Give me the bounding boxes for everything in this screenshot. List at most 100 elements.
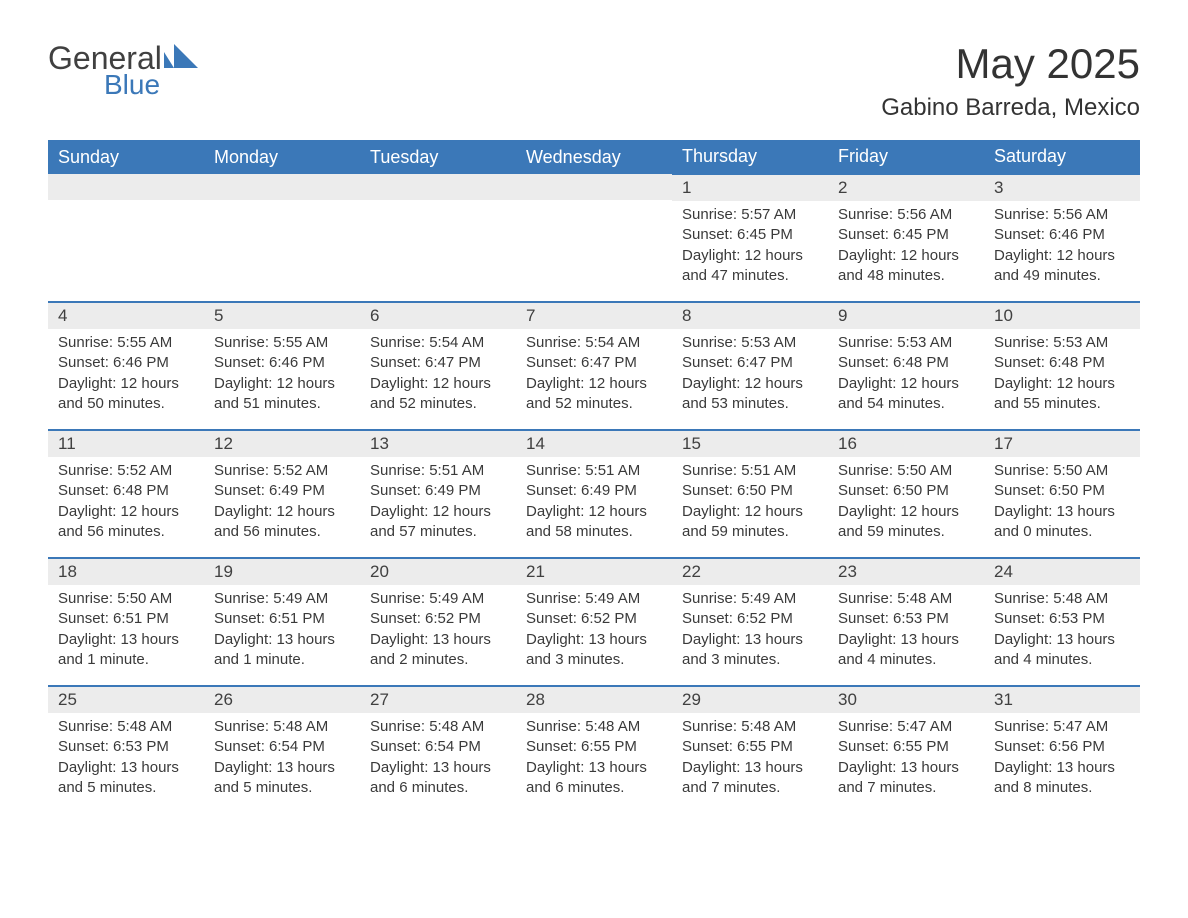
blank-daynum xyxy=(516,174,672,200)
day-number: 19 xyxy=(204,559,360,585)
daylight-text-2: and 7 minutes. xyxy=(838,778,974,798)
month-title: May 2025 xyxy=(881,40,1140,88)
title-block: May 2025 Gabino Barreda, Mexico xyxy=(881,40,1140,122)
day-number: 20 xyxy=(360,559,516,585)
day-body: Sunrise: 5:52 AMSunset: 6:48 PMDaylight:… xyxy=(48,457,204,546)
daylight-text-1: Daylight: 13 hours xyxy=(370,630,506,650)
sunrise-text: Sunrise: 5:47 AM xyxy=(994,717,1130,737)
sunset-text: Sunset: 6:46 PM xyxy=(994,225,1130,245)
day-body: Sunrise: 5:50 AMSunset: 6:50 PMDaylight:… xyxy=(828,457,984,546)
sunset-text: Sunset: 6:51 PM xyxy=(58,609,194,629)
sunset-text: Sunset: 6:52 PM xyxy=(526,609,662,629)
day-number: 16 xyxy=(828,431,984,457)
calendar-day-cell: 24Sunrise: 5:48 AMSunset: 6:53 PMDayligh… xyxy=(984,558,1140,686)
day-body: Sunrise: 5:55 AMSunset: 6:46 PMDaylight:… xyxy=(48,329,204,418)
daylight-text-2: and 47 minutes. xyxy=(682,266,818,286)
calendar-week: 1Sunrise: 5:57 AMSunset: 6:45 PMDaylight… xyxy=(48,174,1140,302)
day-body: Sunrise: 5:51 AMSunset: 6:49 PMDaylight:… xyxy=(360,457,516,546)
day-body: Sunrise: 5:49 AMSunset: 6:51 PMDaylight:… xyxy=(204,585,360,674)
day-header: Saturday xyxy=(984,140,1140,174)
day-number: 30 xyxy=(828,687,984,713)
day-number: 6 xyxy=(360,303,516,329)
daylight-text-2: and 8 minutes. xyxy=(994,778,1130,798)
day-body: Sunrise: 5:54 AMSunset: 6:47 PMDaylight:… xyxy=(360,329,516,418)
sunrise-text: Sunrise: 5:53 AM xyxy=(994,333,1130,353)
calendar-day-cell: 12Sunrise: 5:52 AMSunset: 6:49 PMDayligh… xyxy=(204,430,360,558)
logo: General Blue xyxy=(48,40,198,101)
daylight-text-2: and 4 minutes. xyxy=(838,650,974,670)
day-number: 15 xyxy=(672,431,828,457)
sunset-text: Sunset: 6:54 PM xyxy=(214,737,350,757)
sunrise-text: Sunrise: 5:57 AM xyxy=(682,205,818,225)
day-body: Sunrise: 5:52 AMSunset: 6:49 PMDaylight:… xyxy=(204,457,360,546)
sunrise-text: Sunrise: 5:55 AM xyxy=(214,333,350,353)
daylight-text-1: Daylight: 12 hours xyxy=(838,374,974,394)
day-body: Sunrise: 5:53 AMSunset: 6:48 PMDaylight:… xyxy=(984,329,1140,418)
daylight-text-1: Daylight: 12 hours xyxy=(682,246,818,266)
calendar-day-cell: 31Sunrise: 5:47 AMSunset: 6:56 PMDayligh… xyxy=(984,686,1140,814)
day-number: 25 xyxy=(48,687,204,713)
daylight-text-2: and 54 minutes. xyxy=(838,394,974,414)
day-body: Sunrise: 5:54 AMSunset: 6:47 PMDaylight:… xyxy=(516,329,672,418)
day-body: Sunrise: 5:48 AMSunset: 6:53 PMDaylight:… xyxy=(984,585,1140,674)
daylight-text-1: Daylight: 13 hours xyxy=(58,758,194,778)
sunrise-text: Sunrise: 5:51 AM xyxy=(370,461,506,481)
calendar-day-cell: 22Sunrise: 5:49 AMSunset: 6:52 PMDayligh… xyxy=(672,558,828,686)
day-body: Sunrise: 5:49 AMSunset: 6:52 PMDaylight:… xyxy=(516,585,672,674)
blank-daynum xyxy=(360,174,516,200)
day-number: 18 xyxy=(48,559,204,585)
sunset-text: Sunset: 6:47 PM xyxy=(682,353,818,373)
sunrise-text: Sunrise: 5:49 AM xyxy=(370,589,506,609)
calendar-day-cell: 30Sunrise: 5:47 AMSunset: 6:55 PMDayligh… xyxy=(828,686,984,814)
sunrise-text: Sunrise: 5:53 AM xyxy=(682,333,818,353)
sunrise-text: Sunrise: 5:48 AM xyxy=(370,717,506,737)
sunset-text: Sunset: 6:53 PM xyxy=(838,609,974,629)
sunset-text: Sunset: 6:54 PM xyxy=(370,737,506,757)
calendar-body: 1Sunrise: 5:57 AMSunset: 6:45 PMDaylight… xyxy=(48,174,1140,814)
daylight-text-2: and 56 minutes. xyxy=(214,522,350,542)
blank-daynum xyxy=(48,174,204,200)
calendar-day-cell: 8Sunrise: 5:53 AMSunset: 6:47 PMDaylight… xyxy=(672,302,828,430)
sunset-text: Sunset: 6:48 PM xyxy=(838,353,974,373)
sunset-text: Sunset: 6:49 PM xyxy=(214,481,350,501)
daylight-text-2: and 57 minutes. xyxy=(370,522,506,542)
daylight-text-2: and 1 minute. xyxy=(58,650,194,670)
day-header: Tuesday xyxy=(360,140,516,174)
sunrise-text: Sunrise: 5:54 AM xyxy=(370,333,506,353)
day-number: 3 xyxy=(984,175,1140,201)
calendar-day-cell: 25Sunrise: 5:48 AMSunset: 6:53 PMDayligh… xyxy=(48,686,204,814)
daylight-text-2: and 49 minutes. xyxy=(994,266,1130,286)
daylight-text-2: and 5 minutes. xyxy=(58,778,194,798)
sunrise-text: Sunrise: 5:50 AM xyxy=(58,589,194,609)
daylight-text-2: and 3 minutes. xyxy=(526,650,662,670)
day-body: Sunrise: 5:47 AMSunset: 6:56 PMDaylight:… xyxy=(984,713,1140,802)
daylight-text-1: Daylight: 12 hours xyxy=(214,374,350,394)
day-number: 29 xyxy=(672,687,828,713)
daylight-text-2: and 6 minutes. xyxy=(370,778,506,798)
calendar-day-cell: 10Sunrise: 5:53 AMSunset: 6:48 PMDayligh… xyxy=(984,302,1140,430)
daylight-text-2: and 55 minutes. xyxy=(994,394,1130,414)
calendar-day-cell: 16Sunrise: 5:50 AMSunset: 6:50 PMDayligh… xyxy=(828,430,984,558)
calendar-day-cell: 4Sunrise: 5:55 AMSunset: 6:46 PMDaylight… xyxy=(48,302,204,430)
calendar-blank-cell xyxy=(48,174,204,302)
calendar-day-cell: 7Sunrise: 5:54 AMSunset: 6:47 PMDaylight… xyxy=(516,302,672,430)
sunrise-text: Sunrise: 5:49 AM xyxy=(526,589,662,609)
calendar-day-cell: 27Sunrise: 5:48 AMSunset: 6:54 PMDayligh… xyxy=(360,686,516,814)
sunrise-text: Sunrise: 5:51 AM xyxy=(526,461,662,481)
sunrise-text: Sunrise: 5:52 AM xyxy=(58,461,194,481)
daylight-text-1: Daylight: 12 hours xyxy=(994,374,1130,394)
sunrise-text: Sunrise: 5:53 AM xyxy=(838,333,974,353)
day-body: Sunrise: 5:48 AMSunset: 6:54 PMDaylight:… xyxy=(360,713,516,802)
calendar-day-cell: 18Sunrise: 5:50 AMSunset: 6:51 PMDayligh… xyxy=(48,558,204,686)
sunset-text: Sunset: 6:46 PM xyxy=(214,353,350,373)
daylight-text-2: and 53 minutes. xyxy=(682,394,818,414)
calendar-day-cell: 23Sunrise: 5:48 AMSunset: 6:53 PMDayligh… xyxy=(828,558,984,686)
sunrise-text: Sunrise: 5:56 AM xyxy=(994,205,1130,225)
daylight-text-1: Daylight: 13 hours xyxy=(526,630,662,650)
calendar-week: 18 Sunrise: 5:50 AMSunset: 6:51 PM Dayligh… xyxy=(48,558,1140,686)
sunset-text: Sunset: 6:53 PM xyxy=(58,737,194,757)
daylight-text-1: Daylight: 12 hours xyxy=(58,374,194,394)
daylight-text-1: Daylight: 12 hours xyxy=(58,502,194,522)
day-number: 4 xyxy=(48,303,204,329)
daylight-text-1: Daylight: 13 hours xyxy=(214,758,350,778)
